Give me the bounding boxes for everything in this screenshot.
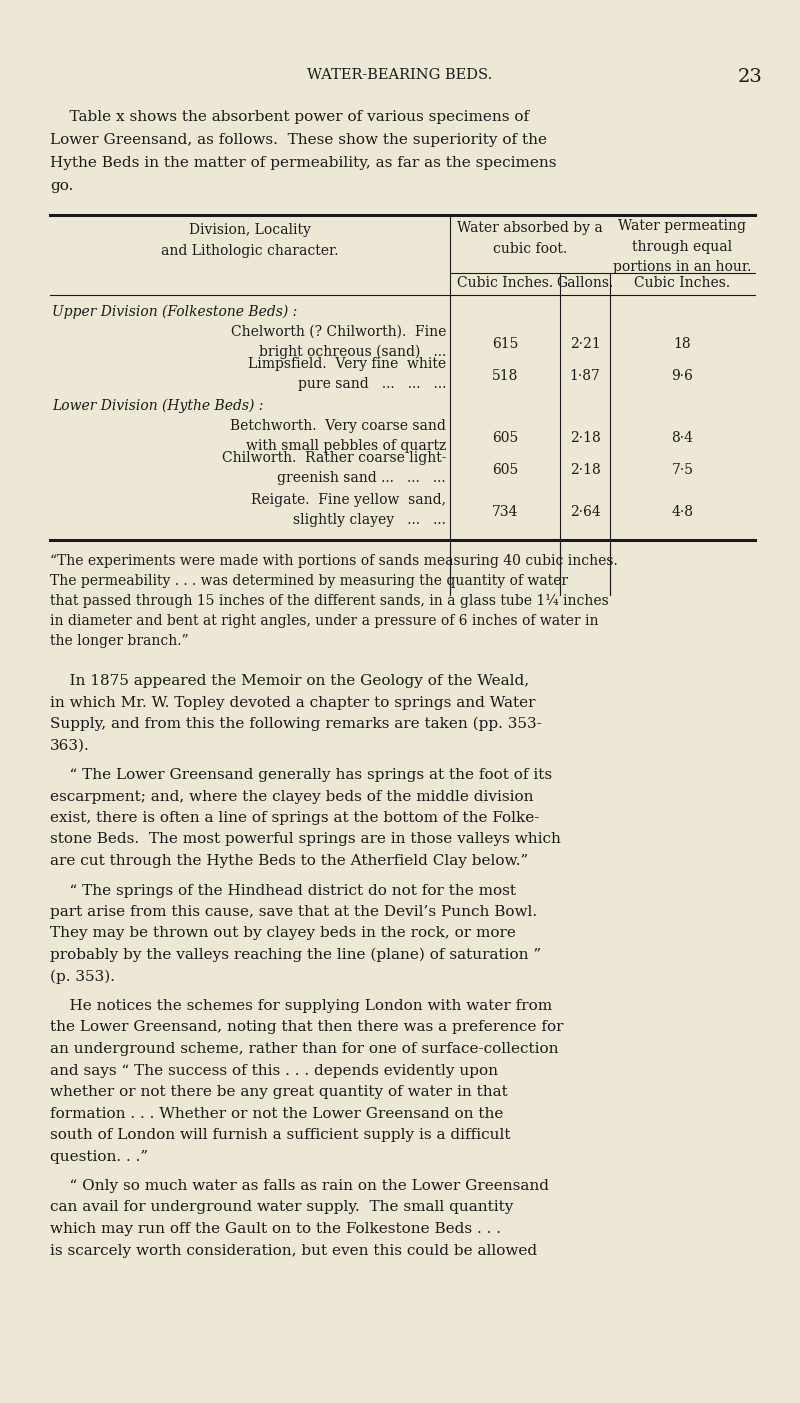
- Text: part arise from this cause, save that at the Devil’s Punch Bowl.: part arise from this cause, save that at…: [50, 905, 537, 919]
- Text: Hythe Beds in the matter of permeability, as far as the specimens: Hythe Beds in the matter of permeability…: [50, 156, 557, 170]
- Text: “ The springs of the Hindhead district do not for the most: “ The springs of the Hindhead district d…: [50, 884, 516, 898]
- Text: Division, Locality
and Lithologic character.: Division, Locality and Lithologic charac…: [162, 223, 338, 258]
- Text: 2·18: 2·18: [570, 463, 600, 477]
- Text: Table x shows the absorbent power of various specimens of: Table x shows the absorbent power of var…: [50, 109, 529, 123]
- Text: Water absorbed by a
cubic foot.: Water absorbed by a cubic foot.: [457, 222, 603, 255]
- Text: Upper Division (Folkestone Beds) :: Upper Division (Folkestone Beds) :: [52, 304, 298, 320]
- Text: Chelworth (? Chilworth).  Fine: Chelworth (? Chilworth). Fine: [230, 325, 446, 340]
- Text: greenish sand ...   ...   ...: greenish sand ... ... ...: [278, 471, 446, 485]
- Text: can avail for underground water supply.  The small quantity: can avail for underground water supply. …: [50, 1201, 514, 1215]
- Text: 615: 615: [492, 337, 518, 351]
- Text: south of London will furnish a sufficient supply is a difficult: south of London will furnish a sufficien…: [50, 1128, 510, 1142]
- Text: Chilworth.  Rather coarse light-: Chilworth. Rather coarse light-: [222, 450, 446, 464]
- Text: Reigate.  Fine yellow  sand,: Reigate. Fine yellow sand,: [251, 492, 446, 506]
- Text: 518: 518: [492, 369, 518, 383]
- Text: Cubic Inches.: Cubic Inches.: [457, 276, 553, 290]
- Text: Water permeating
through equal
portions in an hour.: Water permeating through equal portions …: [614, 219, 752, 274]
- Text: and says “ The success of this . . . depends evidently upon: and says “ The success of this . . . dep…: [50, 1063, 498, 1078]
- Text: They may be thrown out by clayey beds in the rock, or more: They may be thrown out by clayey beds in…: [50, 926, 516, 940]
- Text: that passed through 15 inches of the different sands, in a glass tube 1¼ inches: that passed through 15 inches of the dif…: [50, 593, 609, 609]
- Text: is scarcely worth consideration, but even this could be allowed: is scarcely worth consideration, but eve…: [50, 1243, 537, 1257]
- Text: Lower Division (Hythe Beds) :: Lower Division (Hythe Beds) :: [52, 398, 263, 414]
- Text: 4·8: 4·8: [671, 505, 694, 519]
- Text: 1·87: 1·87: [570, 369, 601, 383]
- Text: exist, there is often a line of springs at the bottom of the Folke-: exist, there is often a line of springs …: [50, 811, 539, 825]
- Text: in which Mr. W. Topley devoted a chapter to springs and Water: in which Mr. W. Topley devoted a chapter…: [50, 696, 535, 710]
- Text: formation . . . Whether or not the Lower Greensand on the: formation . . . Whether or not the Lower…: [50, 1107, 503, 1121]
- Text: He notices the schemes for supplying London with water from: He notices the schemes for supplying Lon…: [50, 999, 552, 1013]
- Text: 605: 605: [492, 431, 518, 445]
- Text: stone Beds.  The most powerful springs are in those valleys which: stone Beds. The most powerful springs ar…: [50, 832, 561, 846]
- Text: an underground scheme, rather than for one of surface-collection: an underground scheme, rather than for o…: [50, 1042, 558, 1056]
- Text: 2·64: 2·64: [570, 505, 600, 519]
- Text: probably by the valleys reaching the line (plane) of saturation ”: probably by the valleys reaching the lin…: [50, 948, 541, 962]
- Text: are cut through the Hythe Beds to the Atherfield Clay below.”: are cut through the Hythe Beds to the At…: [50, 854, 528, 868]
- Text: question. . .”: question. . .”: [50, 1149, 148, 1163]
- Text: slightly clayey   ...   ...: slightly clayey ... ...: [293, 513, 446, 528]
- Text: the longer branch.”: the longer branch.”: [50, 634, 189, 648]
- Text: 7·5: 7·5: [671, 463, 694, 477]
- Text: with small pebbles of quartz: with small pebbles of quartz: [246, 439, 446, 453]
- Text: 2·18: 2·18: [570, 431, 600, 445]
- Text: go.: go.: [50, 180, 74, 194]
- Text: 23: 23: [738, 67, 762, 86]
- Text: in diameter and bent at right angles, under a pressure of 6 inches of water in: in diameter and bent at right angles, un…: [50, 615, 598, 629]
- Text: pure sand   ...   ...   ...: pure sand ... ... ...: [298, 377, 446, 391]
- Text: “ The Lower Greensand generally has springs at the foot of its: “ The Lower Greensand generally has spri…: [50, 767, 552, 781]
- Text: 9·6: 9·6: [671, 369, 694, 383]
- Text: In 1875 appeared the Memoir on the Geology of the Weald,: In 1875 appeared the Memoir on the Geolo…: [50, 673, 529, 687]
- Text: 734: 734: [492, 505, 518, 519]
- Text: 2·21: 2·21: [570, 337, 600, 351]
- Text: Supply, and from this the following remarks are taken (pp. 353-: Supply, and from this the following rema…: [50, 717, 542, 731]
- Text: (p. 353).: (p. 353).: [50, 969, 115, 984]
- Text: the Lower Greensand, noting that then there was a preference for: the Lower Greensand, noting that then th…: [50, 1020, 563, 1034]
- Text: Gallons.: Gallons.: [556, 276, 614, 290]
- Text: Limpsfield.  Very fine  white: Limpsfield. Very fine white: [248, 356, 446, 370]
- Text: 8·4: 8·4: [671, 431, 694, 445]
- Text: “The experiments were made with portions of sands measuring 40 cubic inches.: “The experiments were made with portions…: [50, 554, 618, 568]
- Text: Cubic Inches.: Cubic Inches.: [634, 276, 730, 290]
- Text: WATER-BEARING BEDS.: WATER-BEARING BEDS.: [307, 67, 493, 81]
- Text: Lower Greensand, as follows.  These show the superiority of the: Lower Greensand, as follows. These show …: [50, 133, 547, 147]
- Text: which may run off the Gault on to the Folkestone Beds . . .: which may run off the Gault on to the Fo…: [50, 1222, 501, 1236]
- Text: 605: 605: [492, 463, 518, 477]
- Text: Betchworth.  Very coarse sand: Betchworth. Very coarse sand: [230, 419, 446, 434]
- Text: The permeability . . . was determined by measuring the quantity of water: The permeability . . . was determined by…: [50, 574, 568, 588]
- Text: 18: 18: [674, 337, 691, 351]
- Text: 363).: 363).: [50, 738, 90, 752]
- Text: “ Only so much water as falls as rain on the Lower Greensand: “ Only so much water as falls as rain on…: [50, 1179, 549, 1193]
- Text: escarpment; and, where the clayey beds of the middle division: escarpment; and, where the clayey beds o…: [50, 790, 534, 804]
- Text: bright ochreous (sand)   ...: bright ochreous (sand) ...: [258, 345, 446, 359]
- Text: whether or not there be any great quantity of water in that: whether or not there be any great quanti…: [50, 1085, 508, 1099]
